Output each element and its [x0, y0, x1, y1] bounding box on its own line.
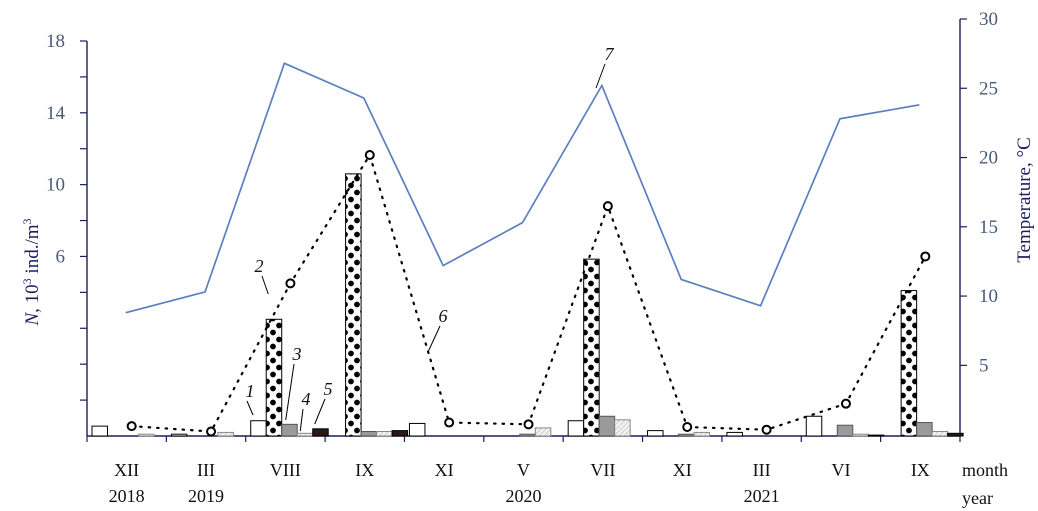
x-category-month-label: IX: [911, 460, 930, 480]
marker-label-5-leader: [314, 398, 326, 425]
bars: [91, 173, 964, 437]
marker-label-1: 1: [246, 381, 255, 401]
total-point-marker: [364, 150, 375, 161]
y-right-tick-label: 30: [979, 9, 998, 30]
marker-label-1-leader: [246, 400, 254, 416]
bar-series-1: [408, 422, 426, 437]
x-category-year-label: 2018: [109, 486, 145, 506]
bar-series-4: [852, 433, 869, 437]
marker-label-5: 5: [324, 379, 333, 399]
marker-label-3-leader: [285, 363, 295, 421]
total-point-marker: [682, 422, 693, 433]
bar-series-4: [931, 431, 949, 437]
y-left-axis-title: N, 103 ind./m3: [20, 218, 43, 326]
y-right-tick-label: 15: [979, 217, 998, 238]
total-point-marker: [444, 417, 455, 428]
total-point-marker: [840, 398, 851, 409]
y-left-tick-label: 14: [46, 103, 66, 124]
x-category-month-label: XII: [114, 460, 139, 480]
bar-series-3: [678, 433, 695, 437]
marker-label-6: 6: [439, 306, 448, 326]
bar-series-1: [91, 425, 108, 437]
x-category-month-label: IX: [355, 460, 374, 480]
bar-series-2: [345, 173, 362, 437]
y-right-axis-title: Temperature, °C: [1014, 137, 1035, 263]
bar-series-4: [217, 431, 234, 437]
marker-label-4: 4: [302, 389, 311, 409]
bar-series-2: [583, 258, 600, 437]
marker-label-7-leader: [595, 63, 606, 89]
x-category-month-label: III: [753, 460, 771, 480]
x-category-year-label: 2021: [744, 486, 780, 506]
x-category-year-label: 2020: [506, 486, 542, 506]
bar-series-4: [138, 433, 155, 437]
bar-series-3: [916, 422, 933, 437]
total-point-marker: [761, 424, 772, 435]
bar-series-3: [281, 423, 298, 437]
y-right-tick-label: 25: [979, 78, 998, 99]
bar-series-1: [567, 420, 585, 437]
marker-label-4-leader: [299, 408, 304, 432]
x-category-month-label: VI: [831, 460, 850, 480]
bar-series-4: [693, 431, 711, 437]
bar-series-5: [391, 430, 409, 437]
bar-series-4: [296, 432, 314, 437]
x-category-month-label: VII: [590, 460, 615, 480]
marker-label-3: 3: [292, 344, 302, 364]
total-point-marker: [126, 421, 137, 432]
y-right-tick-label: 5: [979, 355, 989, 376]
bar-series-3: [598, 415, 616, 437]
total-point-marker: [206, 426, 217, 437]
x-axis-year-caption: year: [962, 488, 993, 508]
bar-series-1: [647, 430, 664, 437]
x-category-month-label: III: [197, 460, 215, 480]
y-left-tick-label: 10: [46, 175, 65, 196]
axes: [80, 18, 967, 442]
total-point-marker: [523, 419, 534, 430]
y-right-tick-label: 20: [979, 148, 998, 169]
x-category-month-label: VIII: [270, 460, 301, 480]
x-category-month-label: XI: [673, 460, 692, 480]
bar-series-2: [265, 318, 283, 437]
bar-series-1: [726, 431, 743, 437]
marker-label-6-leader: [427, 325, 441, 353]
bar-series-3: [360, 431, 378, 437]
bar-series-5: [947, 432, 964, 437]
total-point-marker: [602, 201, 613, 212]
marker-label-2-leader: [261, 275, 269, 295]
total-point-marker: [285, 278, 296, 289]
bar-series-1: [250, 420, 267, 437]
bar-series-1: [805, 415, 823, 437]
bar-series-3: [519, 433, 536, 437]
bar-series-3: [836, 424, 854, 437]
bar-series-4: [376, 431, 393, 437]
marker-label-7: 7: [605, 44, 615, 64]
y-left-tick-label: 18: [46, 31, 65, 52]
lines: [125, 62, 931, 437]
bar-series-1: [170, 433, 188, 437]
x-category-month-label: V: [517, 460, 530, 480]
total-point-marker: [920, 251, 931, 262]
marker-label-2: 2: [255, 256, 264, 276]
x-axis-month-caption: month: [962, 460, 1008, 480]
bar-series-4: [614, 419, 631, 437]
temperature-line: [125, 62, 920, 314]
bar-series-5: [867, 434, 885, 437]
x-category-month-label: XI: [435, 460, 454, 480]
x-category-year-label: 2019: [188, 486, 224, 506]
y-right-tick-label: 10: [979, 286, 998, 307]
bar-series-2: [900, 290, 918, 437]
y-left-tick-label: 6: [56, 246, 66, 267]
bar-series-5: [312, 428, 329, 437]
bar-series-4: [534, 427, 552, 437]
